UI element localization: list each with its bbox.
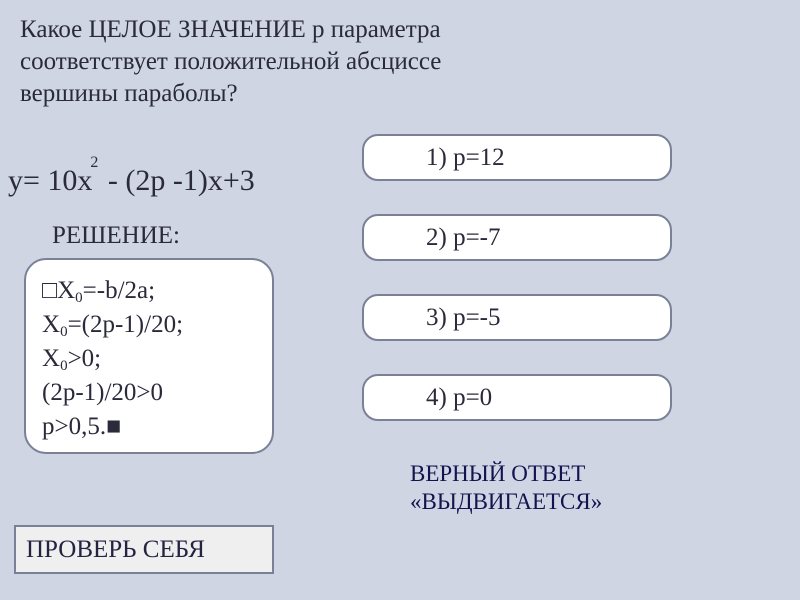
correct-answer-note: ВЕРНЫЙ ОТВЕТ «ВЫДВИГАЕТСЯ» <box>410 460 602 516</box>
option-3-label: 3) p=-5 <box>426 304 501 332</box>
check-yourself-label: ПРОВЕРЬ СЕБЯ <box>26 536 205 564</box>
solution-line-3: X0>0; <box>42 342 256 376</box>
equation-suffix: - (2p -1)x+3 <box>100 164 254 197</box>
solution-label: РЕШЕНИЕ: <box>52 222 180 250</box>
equation: y= 10x2 - (2p -1)x+3 <box>8 164 255 198</box>
equation-exponent: 2 <box>90 154 98 171</box>
solution-line-4: (2p-1)/20>0 <box>42 376 256 410</box>
option-3[interactable]: 3) p=-5 <box>362 294 672 341</box>
check-yourself-button[interactable]: ПРОВЕРЬ СЕБЯ <box>14 525 274 574</box>
option-1-label: 1) p=12 <box>426 144 505 172</box>
solution-box: □X0=-b/2a; X0=(2p-1)/20; X0>0; (2p-1)/20… <box>24 258 274 454</box>
solution-line-1: □X0=-b/2a; <box>42 274 256 308</box>
option-4[interactable]: 4) p=0 <box>362 374 672 421</box>
question-line-1: Какое ЦЕЛОЕ ЗНАЧЕНИЕ p параметра <box>20 16 441 43</box>
option-4-label: 4) p=0 <box>426 384 492 412</box>
option-2[interactable]: 2) p=-7 <box>362 214 672 261</box>
correct-note-line-1: ВЕРНЫЙ ОТВЕТ <box>410 461 585 486</box>
question-line-3: вершины параболы? <box>20 80 238 107</box>
solution-line-5: p>0,5.■ <box>42 410 256 444</box>
correct-note-line-2: «ВЫДВИГАЕТСЯ» <box>410 489 602 514</box>
solution-line-2: X0=(2p-1)/20; <box>42 308 256 342</box>
option-2-label: 2) p=-7 <box>426 224 501 252</box>
option-1[interactable]: 1) p=12 <box>362 134 672 181</box>
question-line-2: соответствует положительной абсциссе <box>20 48 441 75</box>
equation-prefix: y= 10x <box>8 164 92 197</box>
question-text: Какое ЦЕЛОЕ ЗНАЧЕНИЕ p параметра соответ… <box>20 14 470 110</box>
